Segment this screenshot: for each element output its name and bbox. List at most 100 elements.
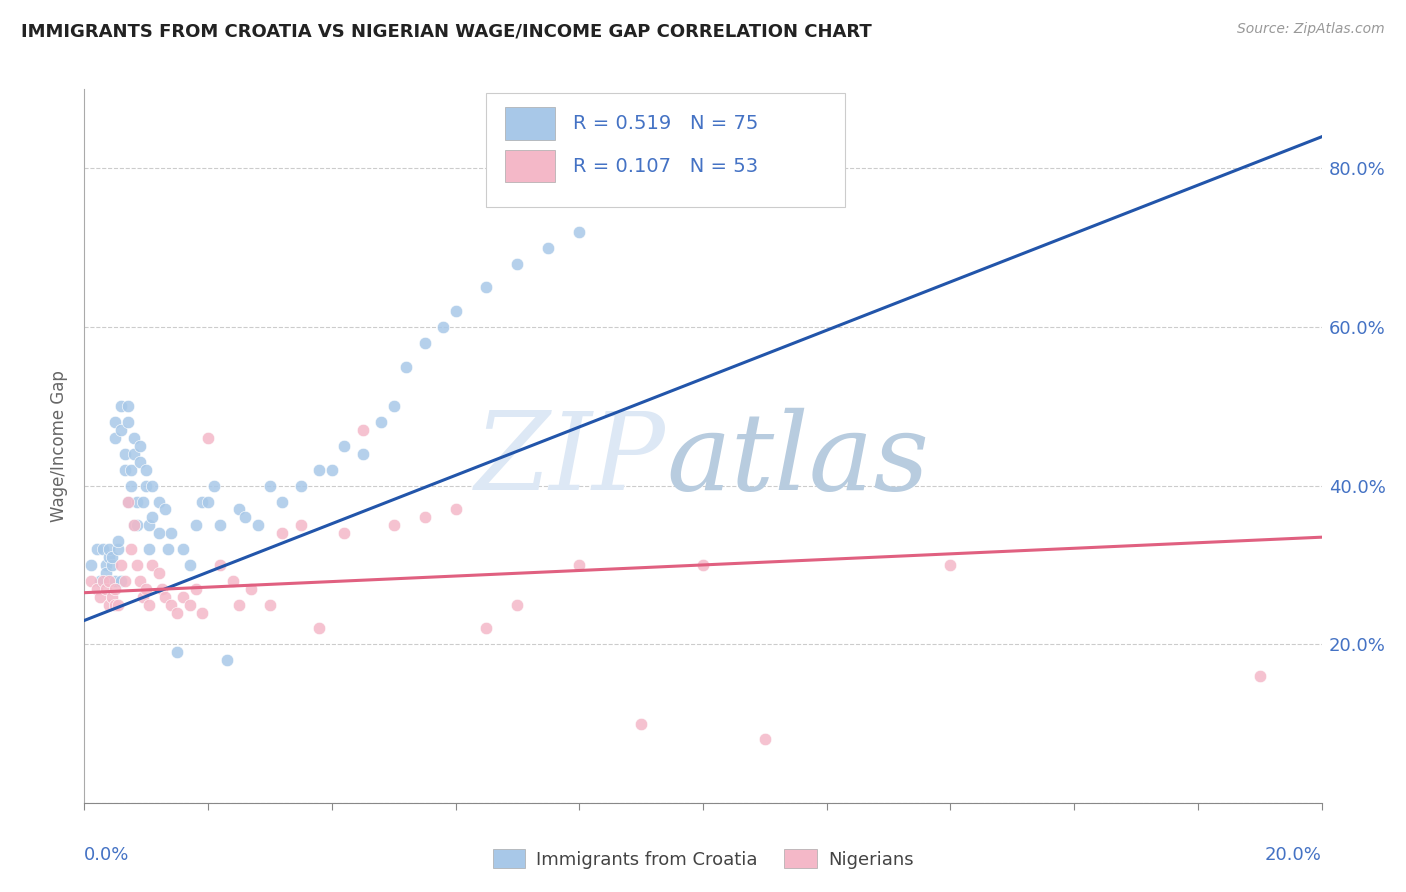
Point [125,494,148,508]
Point [290,518,312,533]
Point [148,526,170,541]
Point [148,566,170,580]
Point [630,716,652,731]
Point [432,320,454,334]
Point [122,518,145,533]
Point [122,518,145,533]
Point [153,502,176,516]
Point [117,494,139,508]
Point [630,193,652,207]
Point [333,439,356,453]
Point [104,431,127,445]
Point [132,590,155,604]
Point [153,590,176,604]
Text: 0.0%: 0.0% [84,846,129,863]
Point [197,494,219,508]
Point [172,542,194,557]
Point [135,478,157,492]
Point [308,621,330,635]
Point [138,542,160,557]
Point [141,558,163,572]
Point [101,549,124,564]
Point [370,415,392,429]
Point [104,574,127,588]
Point [166,606,188,620]
Point [382,400,405,414]
Point [222,574,245,588]
Point [246,518,269,533]
Point [197,431,219,445]
Text: Source: ZipAtlas.com: Source: ZipAtlas.com [1237,22,1385,37]
Text: IMMIGRANTS FROM CROATIA VS NIGERIAN WAGE/INCOME GAP CORRELATION CHART: IMMIGRANTS FROM CROATIA VS NIGERIAN WAGE… [21,22,872,40]
Point [506,598,529,612]
Point [104,598,127,612]
FancyBboxPatch shape [486,93,845,207]
Point [120,463,142,477]
Point [86,542,108,557]
Point [939,558,962,572]
Point [172,590,194,604]
Point [202,478,225,492]
Point [117,494,139,508]
Point [191,494,214,508]
Point [271,526,294,541]
Point [352,447,374,461]
Point [91,542,114,557]
Point [122,431,145,445]
FancyBboxPatch shape [505,150,554,182]
Point [160,526,183,541]
Point [120,478,142,492]
Point [120,542,142,557]
Point [91,574,114,588]
Point [104,415,127,429]
Point [94,582,117,596]
Point [209,518,232,533]
Point [475,621,498,635]
Point [290,478,312,492]
Point [506,257,529,271]
Point [110,558,132,572]
Point [395,359,418,374]
Point [568,225,591,239]
Point [191,606,214,620]
Point [135,463,157,477]
Point [228,502,250,516]
Point [271,494,294,508]
Point [333,526,356,541]
Point [259,478,281,492]
Point [138,598,160,612]
Point [122,447,145,461]
Point [129,455,152,469]
Point [107,598,129,612]
Point [98,598,121,612]
Point [240,582,263,596]
Y-axis label: Wage/Income Gap: Wage/Income Gap [51,370,69,522]
Point [215,653,238,667]
Point [1249,669,1271,683]
Point [444,304,467,318]
Point [413,510,436,524]
Point [114,463,136,477]
Point [179,598,201,612]
Text: R = 0.519   N = 75: R = 0.519 N = 75 [574,114,758,133]
Point [308,463,330,477]
Point [754,732,776,747]
Point [79,574,101,588]
Point [138,518,160,533]
Point [107,542,129,557]
Point [475,280,498,294]
Point [382,518,405,533]
Point [352,423,374,437]
Point [110,574,132,588]
Point [228,598,250,612]
Point [132,494,155,508]
Point [156,542,179,557]
Text: ZIP: ZIP [475,408,666,513]
Point [125,558,148,572]
Point [104,582,127,596]
Point [184,518,207,533]
Point [321,463,343,477]
Point [692,558,714,572]
Point [94,566,117,580]
Point [110,400,132,414]
